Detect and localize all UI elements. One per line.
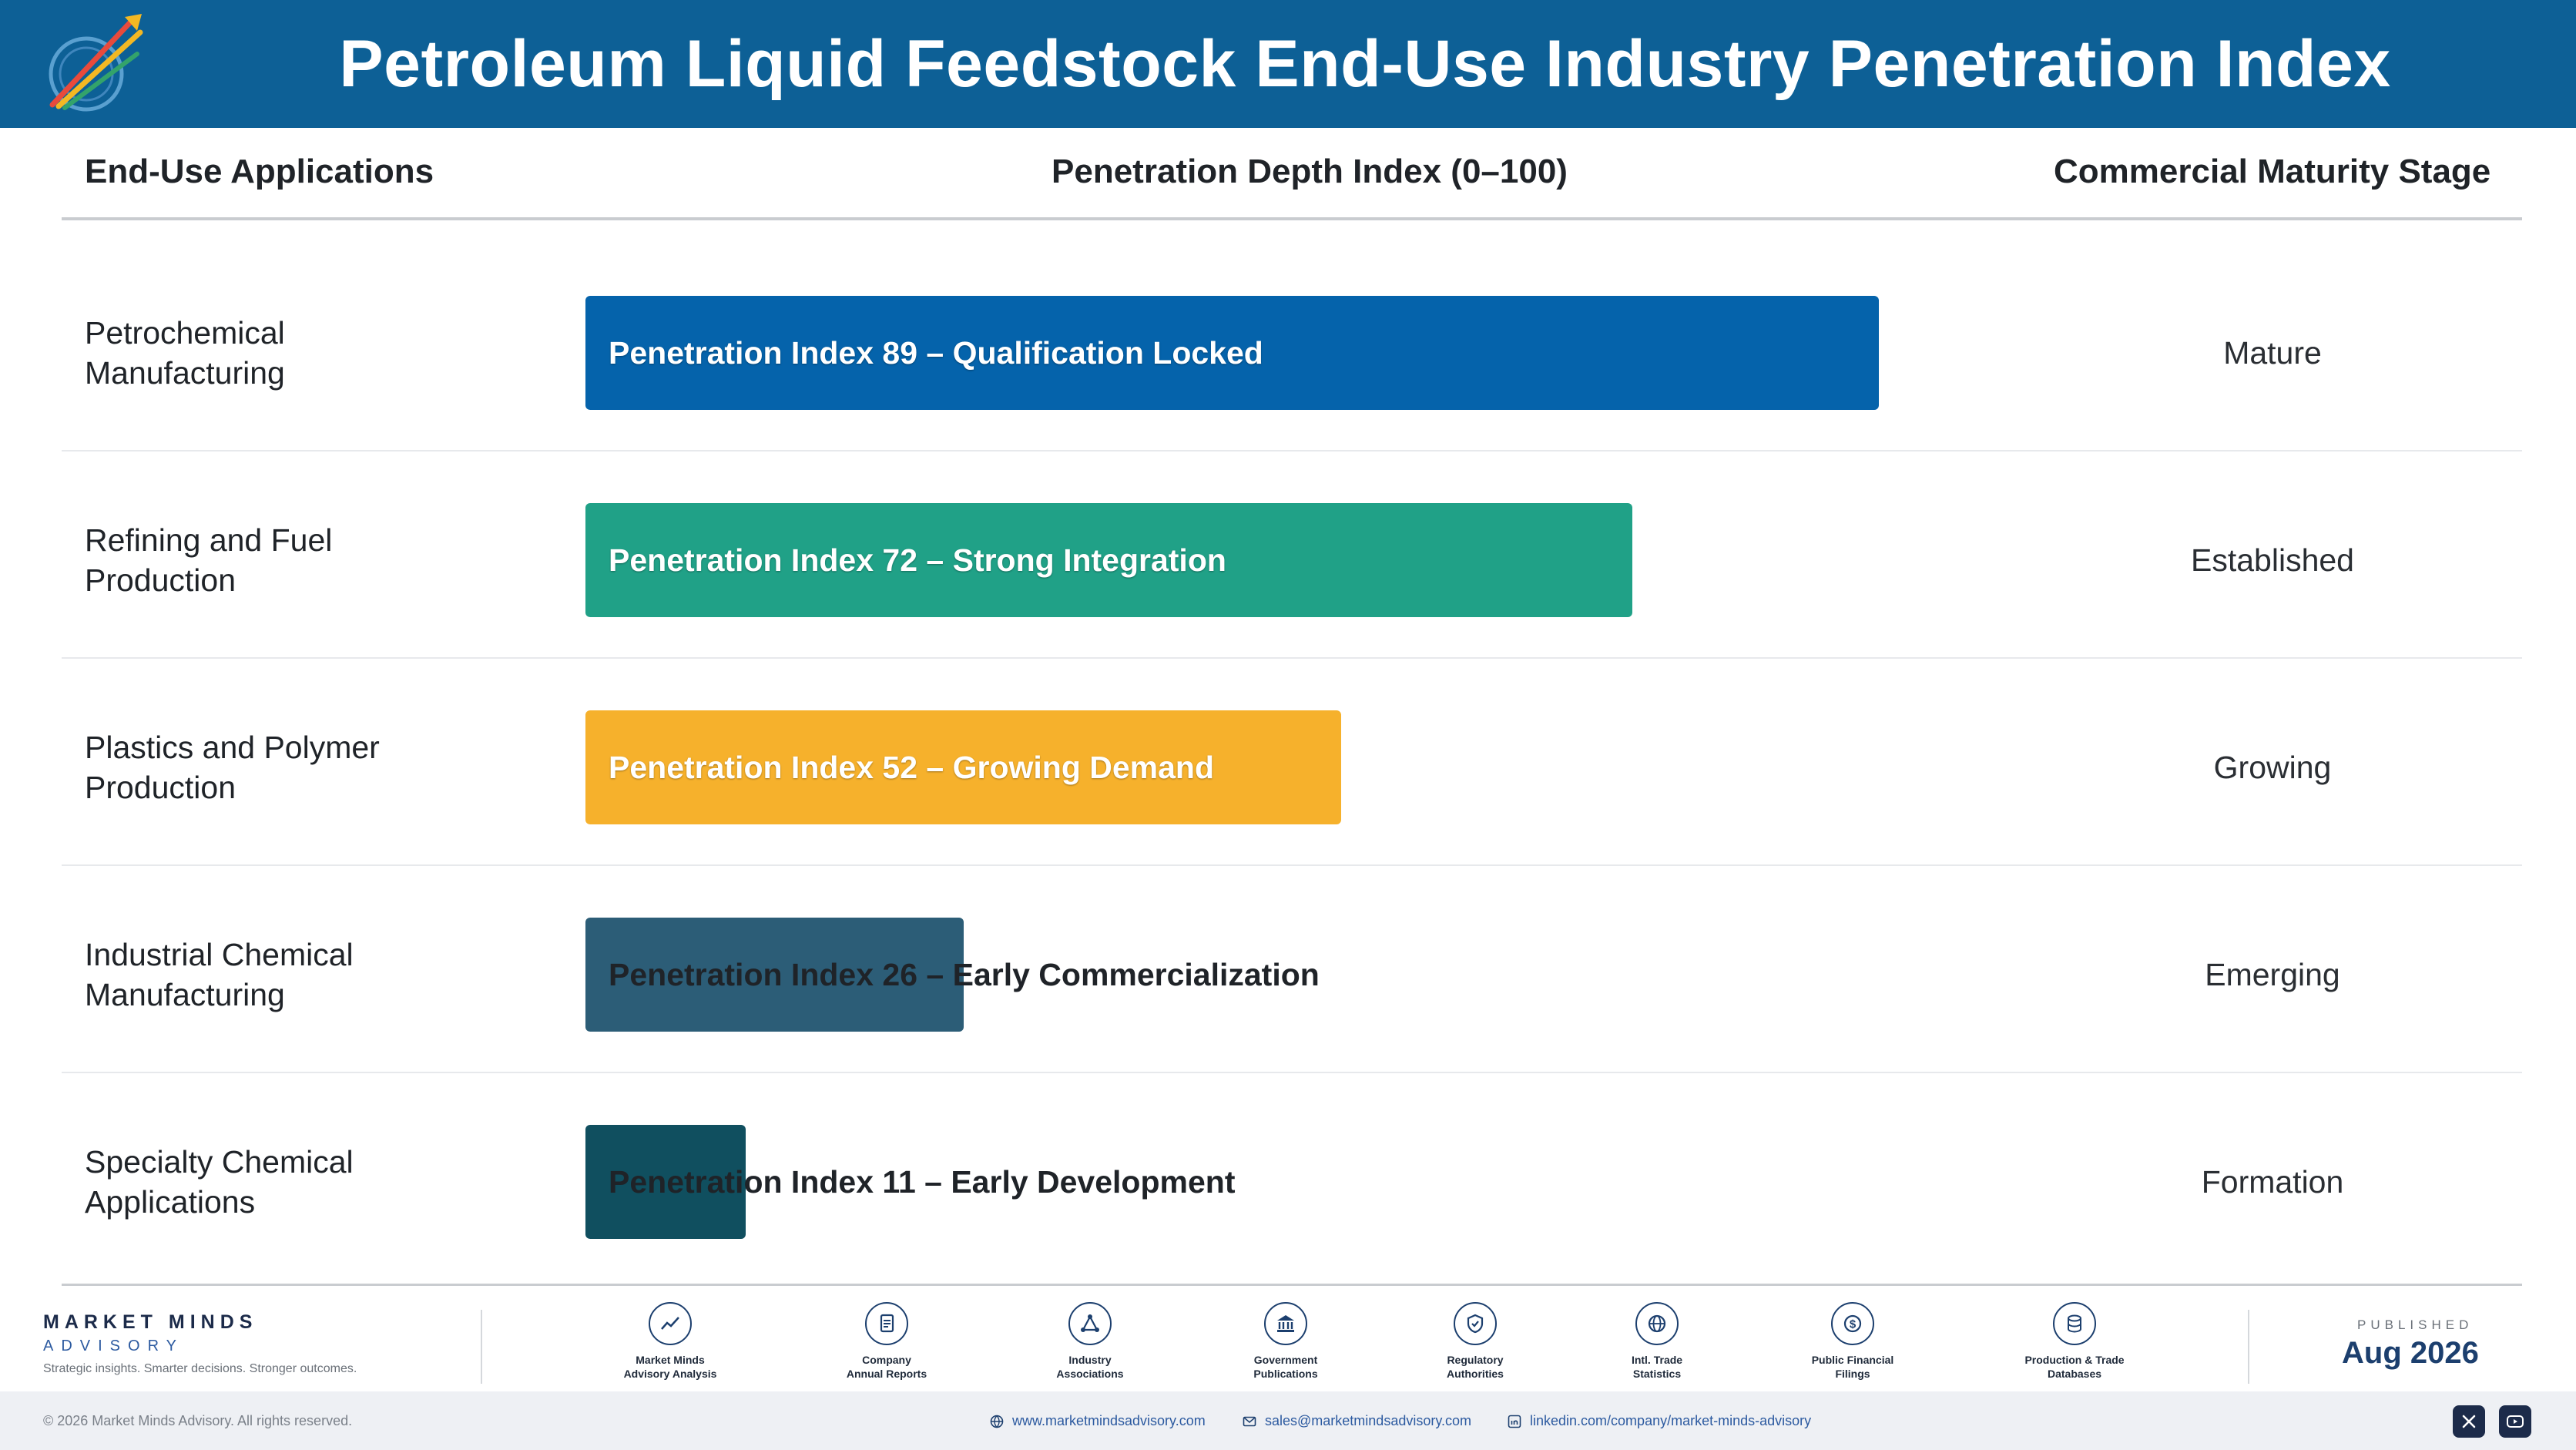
- row-label-line1: Refining and Fuel: [85, 522, 333, 558]
- row-label: Petrochemical Manufacturing: [85, 313, 516, 393]
- source-label-line1: Government: [1253, 1354, 1318, 1366]
- footer-divider-left: [481, 1310, 482, 1384]
- globe-icon: [1635, 1302, 1679, 1345]
- row-label: Specialty Chemical Applications: [85, 1142, 516, 1222]
- footer-divider-right: [2248, 1310, 2249, 1384]
- linkedin-icon: [1508, 1415, 1521, 1428]
- linkedin-link[interactable]: linkedin.com/company/market-minds-adviso…: [1507, 1413, 1811, 1429]
- svg-text:$: $: [1850, 1318, 1857, 1331]
- brand-subtitle: ADVISORY: [43, 1338, 184, 1354]
- youtube-icon[interactable]: [2499, 1405, 2531, 1438]
- source-label-line1: Production & Trade: [2024, 1354, 2125, 1366]
- penetration-bar: [585, 503, 1632, 617]
- bar-data-label: Penetration Index 72 – Strong Integratio…: [609, 542, 1226, 578]
- bar-data-label: Penetration Index 89 – Qualification Loc…: [609, 334, 1263, 371]
- row-divider: [62, 864, 2522, 866]
- brand-name: MARKET MINDS: [43, 1311, 258, 1333]
- market-minds-logo: [49, 14, 143, 112]
- row-label-line2: Manufacturing: [85, 977, 285, 1012]
- penetration-bar: [585, 710, 1341, 824]
- mail-icon: [1243, 1416, 1256, 1426]
- row-label: Plastics and Polymer Production: [85, 727, 516, 807]
- maturity-stage: Mature: [2223, 334, 2322, 371]
- row-divider: [62, 1072, 2522, 1073]
- row-label-line1: Plastics and Polymer: [85, 730, 380, 765]
- row-label-line2: Applications: [85, 1184, 256, 1220]
- shield-check-icon: [1454, 1302, 1497, 1345]
- row-label: Industrial Chemical Manufacturing: [85, 935, 516, 1015]
- government-building-icon: [1264, 1302, 1307, 1345]
- published-date: Aug 2026: [2342, 1336, 2479, 1370]
- maturity-stage: Formation: [2201, 1163, 2344, 1200]
- source-government-publications: Government Publications: [1213, 1302, 1359, 1381]
- source-company-reports: Company Annual Reports: [813, 1302, 960, 1381]
- source-trade-databases: Production & Trade Databases: [2001, 1302, 2148, 1381]
- source-label-line2: Annual Reports: [846, 1368, 927, 1380]
- penetration-bar: [585, 918, 964, 1032]
- row-label-line1: Petrochemical: [85, 315, 285, 351]
- source-trade-statistics: Intl. Trade Statistics: [1584, 1302, 1730, 1381]
- source-label-line1: Regulatory: [1447, 1354, 1504, 1366]
- footer: MARKET MINDS ADVISORY Strategic insights…: [0, 1291, 2576, 1450]
- brand-tagline: Strategic insights. Smarter decisions. S…: [43, 1362, 357, 1375]
- row-label: Refining and Fuel Production: [85, 520, 516, 600]
- source-industry-associations: Industry Associations: [1017, 1302, 1163, 1381]
- website-link[interactable]: www.marketmindsadvisory.com: [989, 1413, 1206, 1429]
- source-label-line1: Company: [862, 1354, 911, 1366]
- row-divider: [62, 450, 2522, 451]
- email-text[interactable]: sales@marketmindsadvisory.com: [1265, 1413, 1472, 1428]
- column-header-stage: Commercial Maturity Stage: [2054, 153, 2491, 190]
- chart-bottom-divider: [62, 1284, 2522, 1286]
- source-label-line1: Public Financial: [1811, 1354, 1894, 1366]
- row-divider: [62, 657, 2522, 659]
- row-label-line2: Production: [85, 562, 236, 598]
- source-label-line2: Publications: [1253, 1368, 1318, 1380]
- row-label-line1: Specialty Chemical: [85, 1144, 354, 1180]
- dollar-coin-icon: $: [1831, 1302, 1874, 1345]
- header-divider: [62, 217, 2522, 220]
- source-label-line1: Industry: [1068, 1354, 1112, 1366]
- column-header-applications: End-Use Applications: [85, 153, 434, 190]
- source-label-line2: Associations: [1056, 1368, 1124, 1380]
- footer-contact-bar: © 2026 Market Minds Advisory. All rights…: [0, 1391, 2576, 1450]
- source-market-minds: Market Minds Advisory Analysis: [597, 1302, 743, 1381]
- network-icon: [1068, 1302, 1112, 1345]
- header-bar: Petroleum Liquid Feedstock End-Use Indus…: [0, 0, 2576, 128]
- trend-chart-icon: [649, 1302, 692, 1345]
- column-header-index: Penetration Depth Index (0–100): [1052, 153, 1568, 190]
- row-label-line1: Industrial Chemical: [85, 937, 354, 972]
- copyright-text: © 2026 Market Minds Advisory. All rights…: [43, 1413, 353, 1428]
- source-label-line2: Authorities: [1447, 1368, 1504, 1380]
- linkedin-text[interactable]: linkedin.com/company/market-minds-adviso…: [1530, 1413, 1812, 1428]
- website-text[interactable]: www.marketmindsadvisory.com: [1012, 1413, 1206, 1428]
- email-link[interactable]: sales@marketmindsadvisory.com: [1242, 1413, 1471, 1429]
- bar-data-label: Penetration Index 11 – Early Development: [609, 1163, 1236, 1200]
- maturity-stage: Growing: [2213, 749, 2332, 785]
- source-regulatory-authorities: Regulatory Authorities: [1402, 1302, 1548, 1381]
- source-label-line2: Filings: [1835, 1368, 1870, 1380]
- source-label-line1: Market Minds: [636, 1354, 705, 1366]
- bar-data-label: Penetration Index 52 – Growing Demand: [609, 749, 1215, 785]
- source-label-line2: Statistics: [1632, 1368, 1682, 1380]
- penetration-bar: [585, 296, 1879, 410]
- x-icon[interactable]: [2453, 1405, 2485, 1438]
- source-label-line1: Intl. Trade: [1631, 1354, 1683, 1366]
- source-label-line2: Databases: [2047, 1368, 2102, 1380]
- bar-data-label: Penetration Index 26 – Early Commerciali…: [609, 956, 1320, 992]
- source-financial-filings: $ Public Financial Filings: [1779, 1302, 1926, 1381]
- source-label-line2: Advisory Analysis: [623, 1368, 717, 1380]
- page-title: Petroleum Liquid Feedstock End-Use Indus…: [339, 26, 2391, 101]
- row-label-line2: Production: [85, 770, 236, 805]
- database-icon: [2053, 1302, 2096, 1345]
- penetration-bar: [585, 1125, 746, 1239]
- published-label: PUBLISHED: [2357, 1317, 2474, 1332]
- maturity-stage: Emerging: [2205, 956, 2340, 992]
- row-label-line2: Manufacturing: [85, 355, 285, 391]
- document-icon: [865, 1302, 908, 1345]
- globe-icon: [990, 1415, 1004, 1428]
- maturity-stage: Established: [2191, 542, 2354, 578]
